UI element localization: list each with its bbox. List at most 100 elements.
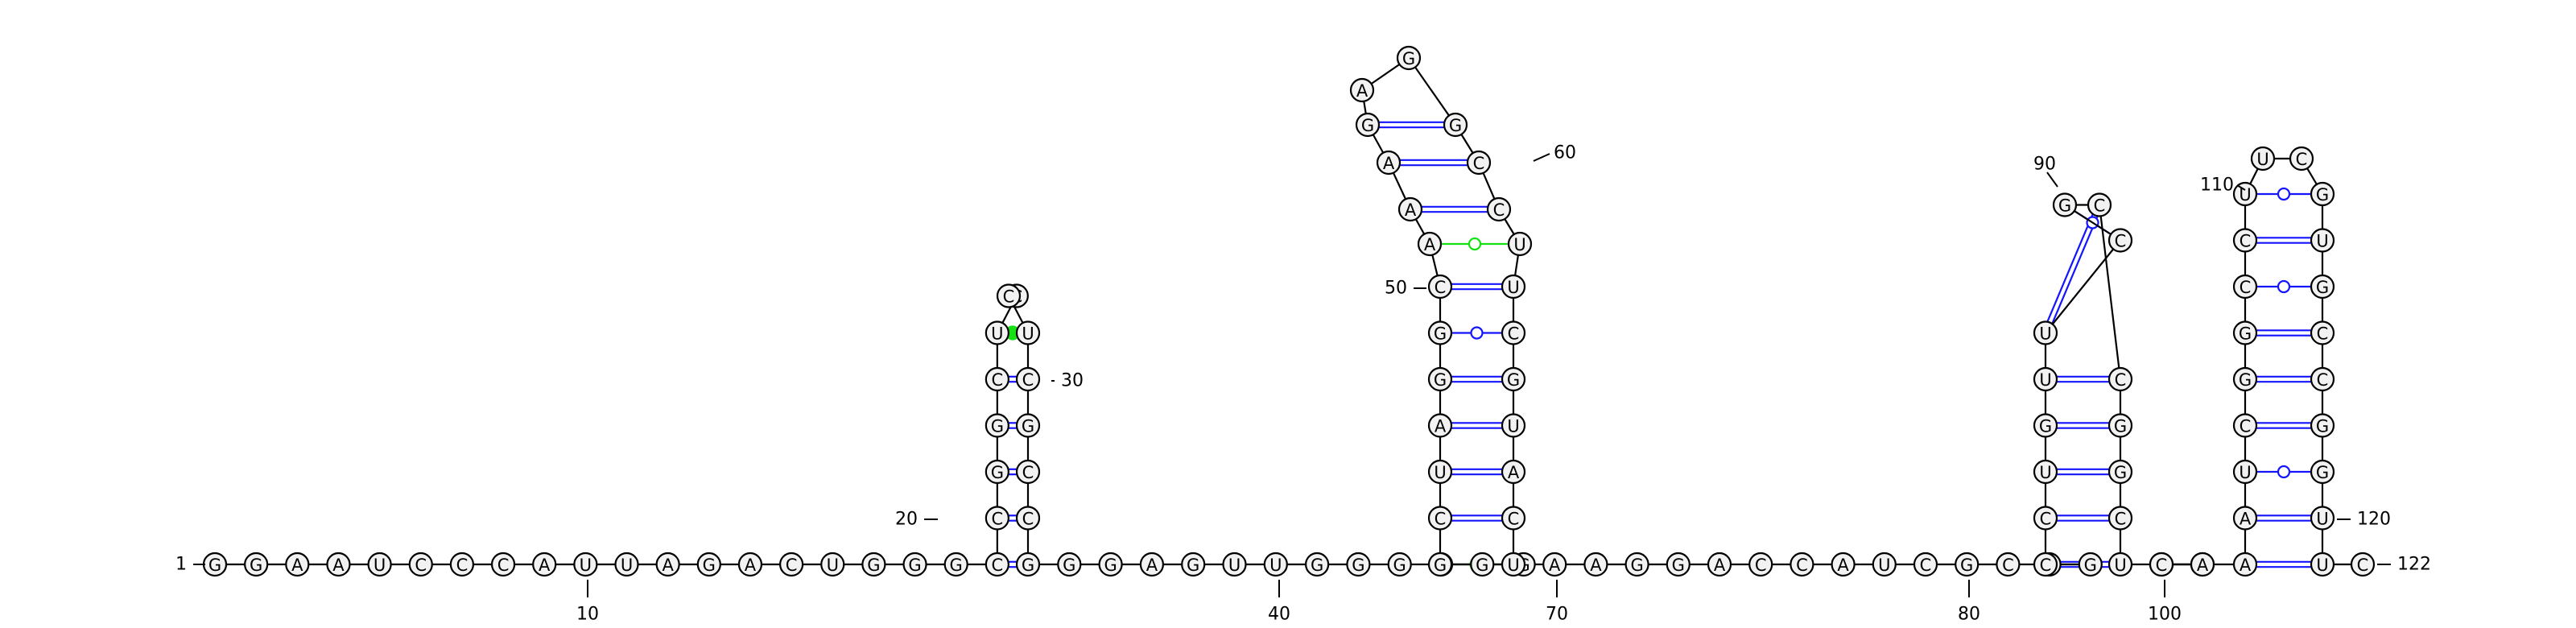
nucleotide-letter: A (1435, 417, 1447, 436)
nucleotide-letter: A (1549, 556, 1561, 575)
nucleotide-14: A (739, 553, 762, 576)
nucleotide-105: C (2234, 415, 2256, 437)
nucleotide-19: G (945, 553, 968, 576)
nucleotide-58: G (1397, 47, 1420, 69)
nucleotide-letter: C (497, 556, 510, 575)
backbone-layer (215, 58, 2363, 564)
nucleotide-letter: C (2240, 417, 2252, 436)
nucleotide-letter: C (1022, 463, 1034, 482)
position-label-text: 70 (1546, 605, 1568, 625)
nucleotide-letter: G (703, 556, 716, 575)
nucleotide-101: A (2191, 553, 2214, 576)
nucleotide-letter: A (1356, 81, 1368, 101)
nucleotide-34: G (1058, 553, 1080, 576)
nucleotide-letter: A (745, 556, 757, 575)
nucleotide-27: C (997, 285, 1020, 308)
nucleotide-12: A (657, 553, 679, 576)
position-label-text: 50 (1385, 279, 1407, 299)
nucleotide-111: U (2252, 147, 2274, 170)
nucleotide-100: C (2150, 553, 2173, 576)
nucleotide-letter: C (2040, 510, 2052, 529)
nucleotide-72: G (1626, 553, 1649, 576)
nucleotide-letter: G (991, 463, 1004, 482)
nucleotide-letter: U (621, 556, 633, 575)
nucleotide-8: C (492, 553, 514, 576)
nucleotide-letter: C (2094, 196, 2106, 216)
nucleotide-46: G (1429, 553, 1451, 576)
nucleotide-letter: A (332, 556, 345, 575)
nucleotide-104: U (2234, 461, 2256, 483)
nucleotide-letter: G (2316, 185, 2329, 205)
position-label-80: 80 (1958, 580, 1980, 625)
position-label-text: 110 (2200, 176, 2234, 196)
nucleotide-56: G (1356, 114, 1379, 136)
nucleotide-41: G (1347, 553, 1369, 576)
nucleotide-letter: G (1476, 556, 1488, 575)
nucleotide-18: G (904, 553, 927, 576)
nucleotide-letter: A (539, 556, 551, 575)
nucleotide-letter: U (1228, 556, 1241, 575)
nucleotide-letter: G (1630, 556, 1643, 575)
nucleotide-letter: U (1269, 556, 1282, 575)
nucleotide-5: U (369, 553, 391, 576)
nucleotide-50: G (1429, 368, 1451, 390)
nucleotide-20: C (986, 553, 1009, 576)
position-label-text: 80 (1958, 605, 1980, 625)
position-label-30: 30 (1051, 371, 1084, 391)
nucleotide-letter: C (1796, 556, 1808, 575)
nucleotide-letter: C (1022, 370, 1034, 390)
nucleotide-118: G (2311, 415, 2334, 437)
nucleotide-letter: U (1513, 235, 1525, 254)
nucleotide-62: U (1509, 233, 1531, 255)
nucleotide-letter: A (291, 556, 303, 575)
nucleotide-letter: C (2240, 232, 2252, 251)
nucleotide-37: G (1182, 553, 1204, 576)
nucleotide-119: G (2311, 461, 2334, 483)
nucleotide-letter: G (867, 556, 880, 575)
nucleotide-55: A (1377, 151, 1400, 174)
nucleotide-71: A (1584, 553, 1607, 576)
nucleotide-letter: U (1507, 556, 1519, 575)
nucleotide-32: C (1017, 507, 1039, 530)
nucleotide-letter: A (2197, 556, 2209, 575)
nucleotide-17: G (862, 553, 885, 576)
nucleotide-letter: G (1311, 556, 1323, 575)
nucleotide-letter: C (1003, 287, 1015, 307)
nucleotide-121: U (2311, 553, 2334, 576)
nucleotide-letter: G (250, 556, 262, 575)
nucleotide-53: A (1418, 233, 1441, 255)
nucleotide-letter: G (1187, 556, 1199, 575)
nucleotide-letter: C (415, 556, 427, 575)
nucleotide-letter: G (950, 556, 963, 575)
nucleotide-13: G (698, 553, 720, 576)
nucleotide-letter: U (1022, 324, 1034, 344)
nucleotide-letter: A (2240, 510, 2252, 529)
nucleotide-66: U (1502, 415, 1525, 437)
nucleotide-69: U (1502, 553, 1525, 576)
nucleotide-77: A (1832, 553, 1855, 576)
nucleotide-9: A (533, 553, 555, 576)
nucleotide-60: C (1468, 151, 1490, 174)
nucleotide-87: G (2034, 415, 2057, 437)
nucleotide-102: A (2234, 553, 2256, 576)
nucleotide-letter: G (1449, 116, 1462, 135)
nucleotide-107: G (2234, 322, 2256, 345)
nucleotide-64: C (1502, 322, 1525, 345)
nucleotide-letter: G (1434, 556, 1447, 575)
nucleotide-116: C (2311, 322, 2334, 345)
nucleotide-85: C (2034, 507, 2057, 530)
nucleotide-120: U (2311, 507, 2334, 530)
position-label-50: 50 (1385, 279, 1426, 299)
position-label-10: 10 (576, 580, 599, 625)
nucleotide-letter: C (1022, 510, 1034, 529)
nucleotide-letter: A (1383, 154, 1395, 173)
position-label-100: 100 (2148, 580, 2182, 625)
nucleotide-letter: C (992, 556, 1004, 575)
nucleotide-letter: A (2240, 556, 2252, 575)
nucleotide-24: C (986, 368, 1009, 390)
non-canonical-pair-marker (1469, 238, 1480, 250)
nucleotide-103: A (2234, 507, 2256, 530)
nucleotide-letter: A (662, 556, 674, 575)
nucleotide-15: C (780, 553, 803, 576)
nucleotide-117: C (2311, 368, 2334, 390)
